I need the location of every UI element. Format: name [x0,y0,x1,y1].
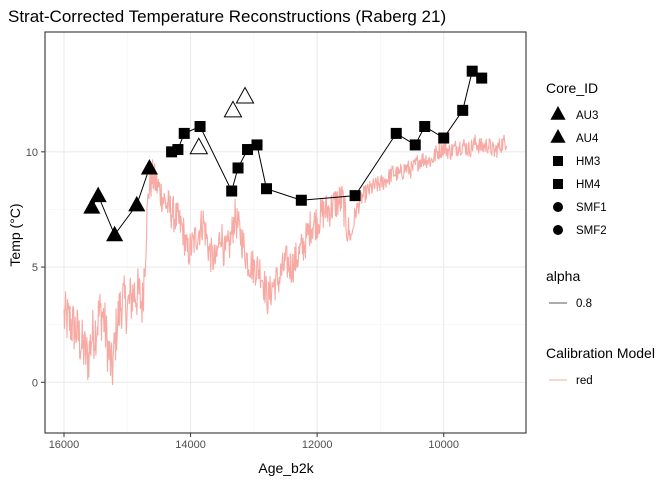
marker-hm3 [390,127,402,139]
marker-hm3 [172,144,184,156]
legend-label: 0.8 [576,298,592,310]
marker-hm3 [242,144,254,156]
y-axis-title: Temp (°C) [7,203,23,266]
marker-au4 [189,137,209,155]
marker-au3 [106,225,124,242]
x-axis-title: Age_b2k [258,460,314,476]
marker-hm3 [226,185,238,197]
x-tick-label: 16000 [49,439,80,451]
x-tick-label: 14000 [175,439,206,451]
legend-label: SMF1 [576,202,607,214]
y-axis: 0 5 10 [26,147,45,389]
marker-au4 [223,100,243,118]
marker-hm3 [251,139,263,151]
marker-hm3 [476,72,488,84]
legend-key-square [553,156,563,166]
legend-label: HM3 [576,156,600,168]
marker-hm3 [232,162,244,174]
legend-key-triangle [550,106,566,120]
legend-key-square [553,179,563,189]
legend-title-1: alpha [546,268,580,284]
x-tick-label: 10000 [428,439,459,451]
marker-hm3 [457,104,469,116]
marker-hm3 [438,132,450,144]
x-tick-label: 12000 [302,439,333,451]
legend-label: AU4 [576,133,599,145]
marker-hm3 [178,127,190,139]
y-tick-label: 5 [32,262,38,274]
marker-hm3 [466,65,478,77]
legend-label: AU3 [576,110,598,122]
legend-label: SMF2 [576,225,607,237]
chart-title: Strat-Corrected Temperature Reconstructi… [8,7,446,26]
panel-border [44,31,527,434]
y-tick-label: 0 [32,377,38,389]
y-tick-label: 10 [26,147,38,159]
marker-hm3 [295,194,307,206]
marker-au3 [140,158,158,175]
marker-hm3 [261,183,273,195]
marker-au3 [128,195,146,212]
legend-key-circle [553,202,563,212]
marker-au3 [83,198,101,214]
panel-background [45,32,526,433]
legend: Core_ID AU3 AU4 HM3 HM4 SMF1 SMF2 alpha 0.8 Calib… [546,80,655,387]
marker-au4 [235,86,255,104]
calibration-line [63,134,508,386]
legend-key-triangle [550,129,566,143]
legend-key-circle [553,225,563,235]
legend-label: red [576,375,593,387]
plot-panel [44,31,527,434]
x-axis: 16000 14000 12000 10000 [49,433,459,451]
marker-hm3 [166,146,178,158]
marker-hm3 [419,120,431,132]
marker-hm3 [409,139,421,151]
legend-title-2: Calibration Model [546,345,655,361]
legend-title-0: Core_ID [546,80,598,96]
legend-label: HM4 [576,179,601,191]
marker-au3 [89,186,107,203]
marker-hm3 [349,190,361,202]
marker-hm3 [194,120,206,132]
